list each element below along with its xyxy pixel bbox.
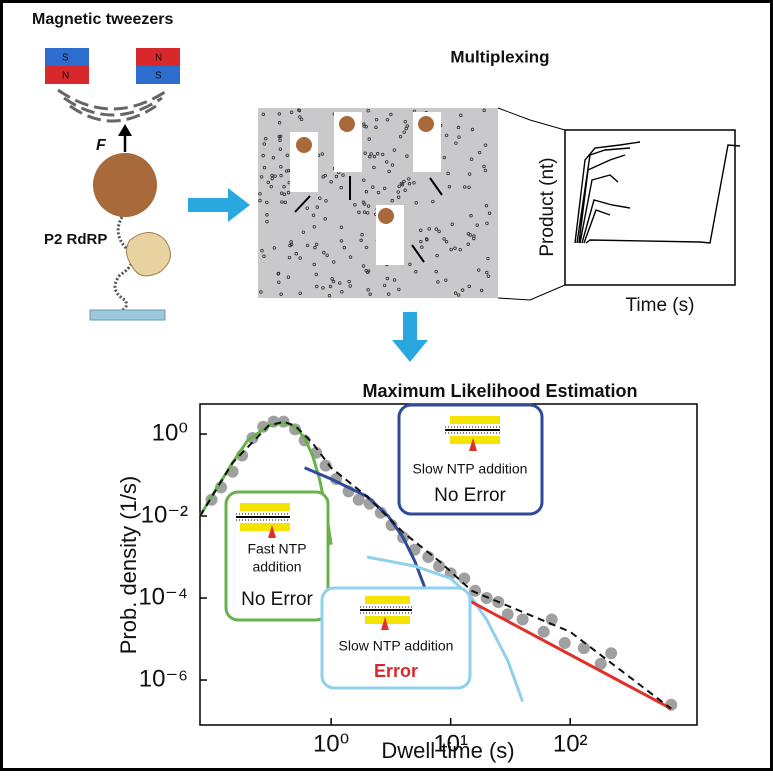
annotation-text: Slow NTP addition	[413, 461, 528, 477]
model-curve	[451, 591, 672, 709]
annotation-text: addition	[252, 559, 301, 575]
x-tick-label: 10⁰	[313, 730, 349, 757]
dna	[115, 217, 132, 312]
annotation-text: No Error	[434, 485, 506, 506]
polymerase	[126, 233, 170, 276]
y-axis-label: Prob. density (1/s)	[116, 476, 141, 655]
annotation-fast: Fast NTP addition No Error	[226, 492, 328, 620]
x-tick-label: 10²	[553, 730, 588, 757]
annotation-text: Slow NTP addition	[339, 638, 454, 654]
data-point	[559, 637, 571, 649]
force-label: F	[96, 137, 107, 154]
arrow	[392, 312, 428, 362]
field-lines	[58, 90, 168, 121]
annotation-text: No Error	[241, 589, 313, 610]
tweezers-title: Magnetic tweezers	[32, 11, 173, 28]
figure: Magnetic tweezers S N N S F P2 RdRP Mult…	[0, 0, 773, 771]
surface	[90, 310, 165, 320]
magnet-pole: S	[62, 53, 69, 64]
data-point	[605, 647, 617, 659]
annotation-slow: Slow NTP addition No Error	[399, 405, 542, 514]
data-point	[517, 613, 529, 625]
arrow	[188, 188, 250, 222]
y-tick-label: 10⁻⁴	[138, 583, 188, 610]
magnets: S N N S	[45, 48, 180, 121]
x-tick-label: 10¹	[433, 730, 468, 757]
protein-label: P2 RdRP	[44, 231, 107, 248]
magnet	[67, 48, 89, 66]
annotation-error: Slow NTP addition Error	[322, 588, 470, 688]
y-tick-label: 10⁰	[152, 419, 188, 446]
data-point	[469, 585, 481, 597]
annotation-text: Fast NTP	[247, 541, 306, 557]
multiplexing-title: Multiplexing	[450, 47, 549, 66]
inset-y-label: Product (nt)	[537, 157, 558, 256]
force-arrow-head	[118, 124, 132, 136]
annotation-text: Error	[374, 661, 418, 681]
bead	[93, 153, 157, 217]
inset-x-label: Time (s)	[626, 295, 695, 316]
magnet-pole: S	[155, 71, 162, 82]
data-point	[578, 642, 590, 654]
data-point	[458, 572, 470, 584]
data-point	[538, 626, 550, 638]
chart-title: Maximum Likelihood Estimation	[362, 381, 637, 401]
y-tick-label: 10⁻²	[141, 501, 188, 528]
magnet-pole: N	[155, 53, 162, 64]
magnet-pole: N	[62, 71, 69, 82]
y-tick-label: 10⁻⁶	[139, 665, 188, 692]
